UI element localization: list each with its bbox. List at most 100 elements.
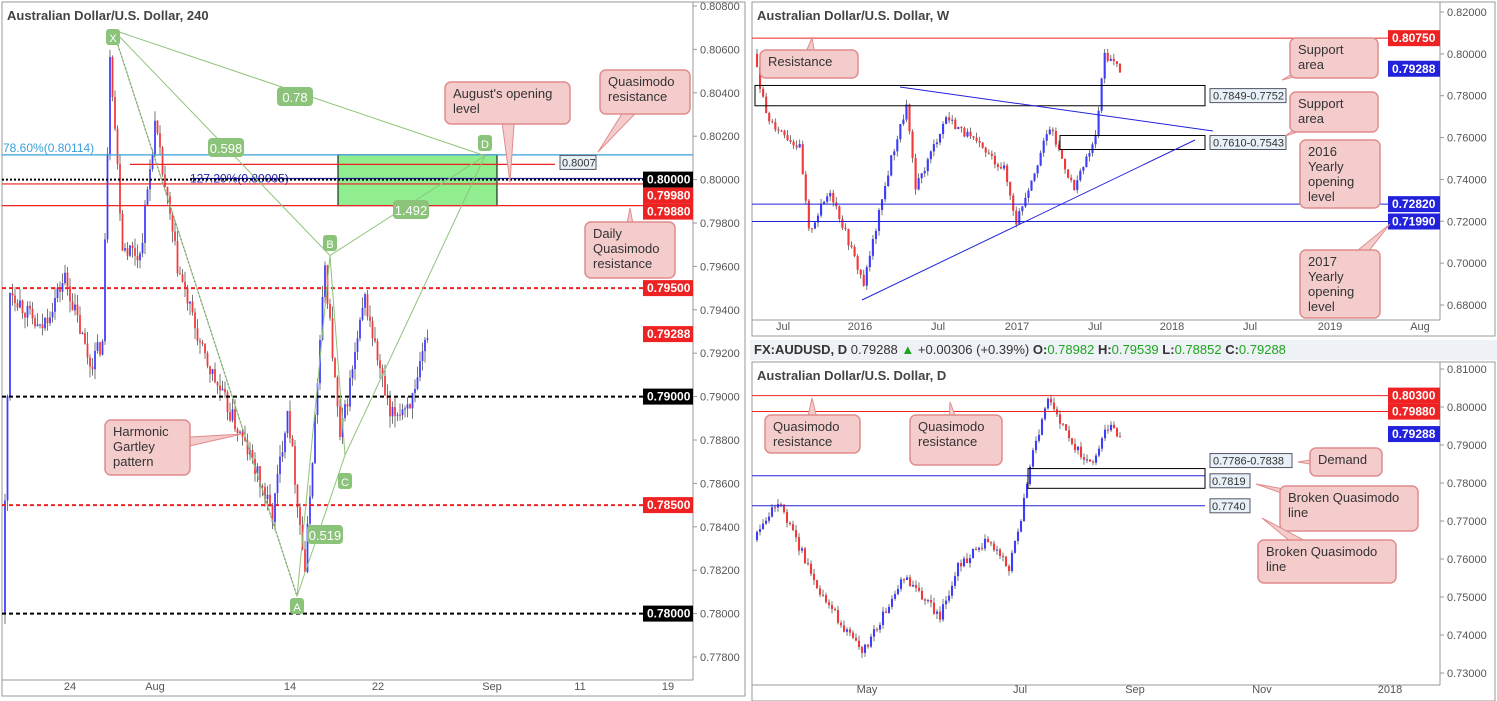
candle-up — [1016, 531, 1020, 541]
candle-up — [266, 494, 269, 499]
candle-down — [999, 166, 1003, 169]
y-tick-label: 0.76000 — [1447, 133, 1487, 145]
x-tick-label: Sep — [1125, 684, 1145, 696]
candle-down — [1079, 446, 1083, 458]
candle-up — [144, 204, 146, 243]
candle-up — [221, 388, 224, 391]
callout-box — [1299, 249, 1381, 319]
candle-up — [1036, 165, 1039, 174]
candle-up — [94, 350, 96, 370]
callout-box — [764, 414, 861, 454]
y-tick-label: 0.78000 — [1447, 478, 1487, 490]
candle-down — [866, 644, 870, 647]
callout-line: August's opening — [453, 86, 552, 101]
candle-up — [414, 388, 416, 393]
callout-line: Broken Quasimodo — [1266, 544, 1377, 559]
candle-up — [829, 192, 832, 197]
chart-title: Australian Dollar/U.S. Dollar, W — [757, 8, 950, 23]
callout-box — [1279, 485, 1419, 532]
price-tag — [643, 605, 693, 622]
candle-down — [902, 579, 906, 581]
callout-line: 2017 — [1308, 254, 1337, 269]
zone-box — [1059, 134, 1206, 151]
candle-up — [1045, 134, 1048, 141]
candle-down — [932, 602, 936, 614]
candle-up — [39, 324, 41, 326]
chart-left: 0.80800 0.80600 0.80400 0.80200 0.80000 0.798… — [1, 1, 746, 697]
candle-down — [184, 281, 186, 288]
candle-up — [1100, 78, 1103, 111]
candle-down — [1106, 429, 1110, 431]
callout-line: resistance — [608, 89, 667, 104]
y-tick-label: 0.78400 — [700, 522, 740, 534]
candle-down — [987, 152, 990, 154]
fib-label: 127.20%(0.80005) — [190, 172, 289, 186]
high-value: 0.79539 — [1111, 342, 1159, 357]
candle-down — [161, 147, 164, 175]
candle-up — [1097, 448, 1101, 456]
candle-up — [971, 548, 975, 559]
candle-down — [71, 301, 74, 311]
candle-up — [1010, 552, 1014, 572]
price-label: 0.7740 — [1212, 501, 1246, 513]
y-tick-label: 0.70000 — [1447, 258, 1487, 270]
candle-up — [351, 369, 354, 379]
candle-down — [336, 377, 339, 407]
candle-up — [1046, 398, 1050, 409]
candle-down — [244, 436, 246, 441]
candle-up — [151, 155, 154, 170]
y-tick-label: 0.78200 — [700, 565, 740, 577]
candle-up — [81, 332, 84, 334]
candle-up — [284, 433, 286, 453]
candle-up — [941, 123, 945, 135]
candle-down — [186, 287, 189, 304]
candle-up — [1094, 455, 1098, 463]
x-tick-label: 22 — [372, 681, 384, 693]
x-tick-label: 11 — [574, 681, 585, 693]
y-tick-label: 0.74000 — [1447, 630, 1487, 642]
candle-down — [224, 388, 226, 393]
candle-up — [109, 57, 111, 154]
candle-down — [1112, 424, 1116, 429]
candle-up — [311, 463, 314, 497]
candle-up — [316, 383, 319, 416]
chart-title: Australian Dollar/U.S. Dollar, D — [757, 368, 946, 383]
candle-down — [998, 549, 1002, 557]
candle-up — [1079, 170, 1082, 181]
price-tag-label: 0.80750 — [1392, 31, 1436, 45]
candle-up — [798, 144, 801, 148]
candle-down — [379, 360, 381, 369]
candle-down — [226, 392, 229, 413]
candle-up — [896, 588, 900, 595]
candle-up — [968, 558, 972, 564]
y-tick-label: 0.79800 — [700, 218, 740, 230]
candle-down — [14, 295, 16, 304]
candle-down — [841, 219, 844, 228]
x-tick-label: Jul — [931, 321, 945, 333]
candle-up — [4, 500, 6, 614]
candle-up — [1103, 52, 1106, 79]
candle-down — [216, 382, 219, 386]
candle-down — [806, 563, 810, 565]
candle-up — [1027, 190, 1030, 198]
candle-up — [129, 245, 131, 256]
candle-down — [777, 129, 780, 131]
candle-down — [246, 440, 249, 455]
y-tick-label: 0.72000 — [1447, 216, 1487, 228]
candle-up — [9, 292, 11, 396]
candle-down — [838, 206, 841, 220]
candle-down — [1091, 461, 1095, 463]
candle-up — [945, 117, 948, 124]
candle-down — [984, 147, 987, 153]
candle-down — [31, 308, 34, 319]
symbol-name: FX:AUDUSD, D — [754, 342, 848, 357]
candle-down — [875, 629, 879, 631]
candle-down — [978, 141, 981, 143]
candle-down — [91, 366, 94, 370]
price-tag — [1388, 60, 1440, 77]
candle-down — [986, 538, 990, 543]
candle-up — [863, 644, 867, 653]
candle-down — [850, 245, 853, 247]
candle-down — [1001, 556, 1005, 558]
candle-down — [774, 122, 777, 130]
